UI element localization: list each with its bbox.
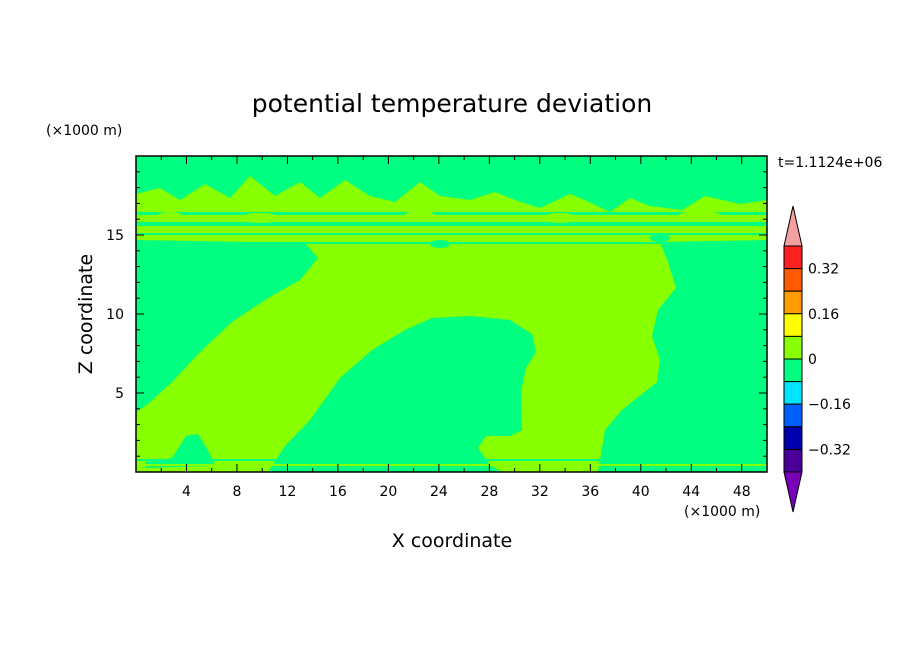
x-tick-label: 12 (279, 484, 297, 500)
x-tick-label: 44 (682, 484, 700, 500)
patch (404, 211, 436, 221)
x-axis-label: X coordinate (392, 530, 512, 552)
x-ticks: 4 8 12 16 20 24 28 32 36 40 44 48 (135, 156, 768, 500)
colorbar-segment (783, 448, 803, 473)
x-tick-label: 24 (430, 484, 448, 500)
patch (156, 212, 184, 222)
contour-field (136, 156, 767, 472)
colorbar-segment (783, 403, 803, 428)
colorbar-segment (783, 313, 803, 337)
colorbar: 0.32 0.16 0 −0.16 −0.32 (783, 205, 851, 513)
stripe (136, 222, 767, 226)
region-center (268, 316, 536, 472)
stripe (136, 242, 767, 244)
stripe (136, 464, 767, 466)
x-tick-label: 16 (329, 484, 347, 500)
y-axis-label: Z coordinate (75, 254, 97, 374)
colorbar-segment (783, 245, 803, 270)
x-tick-label: 36 (581, 484, 599, 500)
colorbar-segment (783, 268, 803, 292)
colorbar-segment (783, 358, 803, 383)
x-unit-label: (×1000 m) (684, 504, 760, 520)
x-tick-label: 48 (733, 484, 751, 500)
colorbar-bottom-arrow (783, 471, 803, 513)
colorbar-segment (783, 381, 803, 405)
region-right (598, 240, 767, 472)
colorbar-label: −0.32 (808, 442, 851, 458)
region-left (136, 240, 318, 412)
colorbar-label: 0 (808, 352, 817, 368)
colorbar-top-arrow (783, 205, 803, 247)
x-tick-label: 28 (480, 484, 498, 500)
stripe (136, 233, 767, 235)
region-upper (136, 156, 767, 212)
x-tick-label: 8 (232, 484, 241, 500)
y-tick-label: 5 (115, 386, 124, 402)
patch (430, 240, 450, 248)
patch (650, 234, 670, 242)
colorbar-segment (783, 335, 803, 360)
colorbar-label: −0.16 (808, 397, 851, 413)
y-tick-label: 15 (106, 228, 124, 244)
colorbar-segment (783, 290, 803, 315)
y-unit-label: (×1000 m) (46, 123, 122, 139)
colorbar-segment (783, 426, 803, 450)
colorbar-label: 0.32 (808, 262, 839, 278)
y-ticks: 5 10 15 (106, 171, 767, 457)
stripe (136, 228, 767, 230)
time-label: t=1.1124e+06 (778, 155, 882, 171)
chart-title: potential temperature deviation (252, 89, 652, 118)
colorbar-label: 0.16 (808, 307, 839, 323)
patch (542, 213, 578, 223)
x-tick-label: 20 (379, 484, 397, 500)
patch (240, 213, 280, 223)
x-tick-label: 32 (531, 484, 549, 500)
x-tick-label: 40 (632, 484, 650, 500)
stripe (136, 459, 767, 461)
stripe (136, 238, 767, 240)
x-tick-label: 4 (182, 484, 191, 500)
patch (678, 211, 722, 221)
y-tick-label: 10 (106, 307, 124, 323)
stripe (136, 212, 767, 215)
